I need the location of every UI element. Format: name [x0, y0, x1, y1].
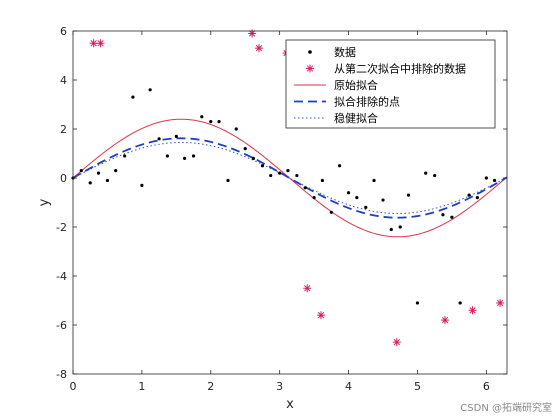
x-tick-label: 3	[276, 380, 283, 393]
data-point	[183, 156, 187, 160]
y-tick-label: 4	[60, 74, 67, 87]
data-point	[312, 196, 316, 200]
excluded-point	[303, 284, 312, 293]
data-point	[364, 205, 368, 209]
data-point	[398, 225, 402, 229]
data-point	[424, 171, 428, 175]
legend-label: 数据	[334, 45, 356, 59]
data-point	[493, 178, 497, 183]
data-point	[96, 171, 101, 175]
data-point	[355, 196, 359, 200]
data-point	[484, 176, 488, 180]
x-tick-label: 5	[414, 380, 421, 393]
data-point	[165, 154, 169, 158]
data-point	[79, 169, 83, 173]
legend-label: 拟合排除的点	[334, 95, 400, 109]
data-point	[415, 301, 420, 305]
data-point	[320, 178, 324, 183]
fit-lines	[72, 118, 508, 238]
data-point	[148, 88, 152, 92]
original-fit-line	[72, 118, 508, 238]
data-point	[372, 178, 376, 183]
data-point	[338, 164, 342, 168]
x-tick-label: 1	[138, 380, 145, 393]
y-tick-label: 2	[60, 123, 67, 136]
data-point	[269, 173, 273, 178]
data-point	[174, 134, 178, 138]
data-point	[450, 215, 454, 219]
legend-box	[285, 39, 496, 129]
data-point	[217, 120, 221, 124]
data-point	[209, 120, 213, 124]
y-tick-label: -8	[56, 368, 67, 381]
data-point	[200, 115, 204, 119]
data-point	[105, 178, 110, 183]
legend-label: 原始拟合	[334, 78, 378, 92]
x-tick-label: 0	[70, 380, 77, 393]
legend-label: 从第二次拟合中排除的数据	[334, 62, 466, 76]
excluded-point	[392, 338, 401, 347]
data-point	[278, 171, 282, 175]
y-tick-label: 0	[60, 172, 67, 185]
data-point	[123, 154, 127, 158]
data-point	[191, 154, 196, 158]
excluded-point	[255, 44, 263, 53]
excluded-point	[496, 298, 505, 307]
data-point	[88, 181, 92, 185]
data-point	[286, 169, 290, 173]
x-tick-label: 6	[483, 380, 490, 393]
data-point	[131, 95, 135, 99]
data-point	[475, 196, 479, 200]
data-point	[389, 227, 393, 232]
axes: 0 1 2 3 4 5 6 -8 -6 -4 -2 0 2 4 6 x y	[37, 25, 508, 412]
data-point	[441, 213, 445, 217]
excluded-point	[468, 306, 477, 315]
excluded-point	[96, 39, 105, 48]
y-tick-label: -6	[56, 319, 67, 332]
data-point	[260, 164, 265, 168]
data-point	[234, 127, 238, 131]
y-tick-label: -4	[56, 270, 67, 283]
excluded-point	[89, 39, 98, 48]
data-point	[406, 193, 411, 197]
x-tick-label: 2	[207, 380, 214, 393]
data-point	[433, 173, 437, 178]
data-point	[458, 301, 462, 305]
watermark: CSDN @拓端研究室	[460, 403, 552, 414]
data-points	[71, 88, 497, 305]
data-point	[303, 186, 307, 190]
legend-marker-excluded	[306, 64, 314, 73]
excluded-point	[317, 311, 325, 320]
legend-marker-data	[308, 50, 312, 54]
x-tick-label: 4	[345, 380, 352, 393]
data-point	[140, 183, 144, 187]
axes-box	[72, 30, 508, 375]
excluded-point	[248, 29, 257, 38]
x-axis-label: x	[286, 397, 294, 412]
y-axis-label: y	[37, 198, 52, 206]
data-point	[329, 210, 333, 214]
data-point	[114, 169, 118, 173]
data-point	[295, 173, 299, 178]
excluded-points	[89, 29, 505, 347]
data-point	[157, 137, 161, 141]
y-tick-label: -2	[56, 221, 67, 234]
y-tick-label: 6	[60, 25, 67, 38]
excluded-point	[441, 316, 449, 325]
data-point	[381, 198, 385, 202]
data-point	[346, 191, 351, 195]
data-point	[251, 156, 256, 160]
data-point	[467, 193, 471, 197]
data-point	[226, 178, 230, 183]
data-point	[243, 147, 247, 151]
legend-label: 稳健拟合	[334, 111, 378, 125]
